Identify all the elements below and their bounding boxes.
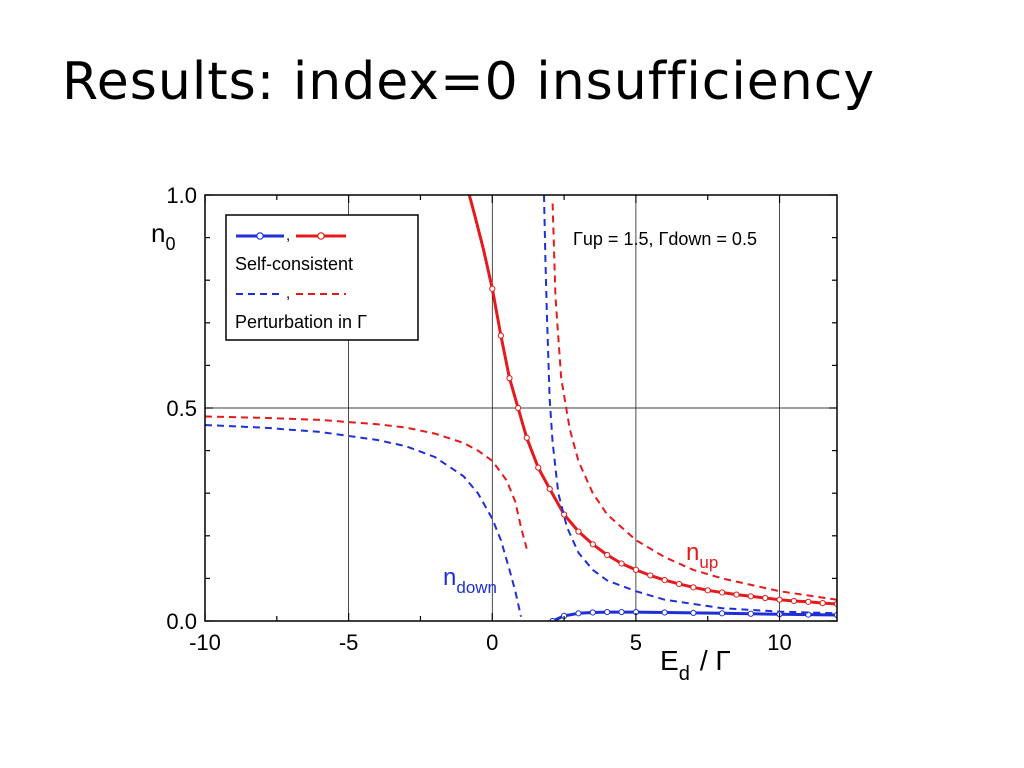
series-point-up: [661, 577, 668, 584]
legend-comma-1: ,: [286, 227, 290, 244]
series-point-up: [647, 572, 654, 579]
series-point-up: [546, 485, 553, 493]
series-line-up-dashed-3: [551, 203, 837, 601]
curve-label-up-sub: up: [699, 553, 718, 572]
series-point-down: [661, 609, 668, 616]
series-point-up: [489, 285, 496, 292]
legend-marker-self-up: [317, 232, 325, 240]
series-point-up: [618, 560, 625, 567]
series-point-up: [675, 580, 683, 588]
series-line-down-dashed-5: [543, 195, 837, 615]
series-point-up: [632, 566, 640, 573]
series-point-up: [497, 332, 504, 339]
series-point-up: [819, 600, 826, 607]
y-tick-label: 0.0: [166, 609, 197, 634]
y-tick-label: 1.0: [166, 183, 197, 208]
series-point-down: [589, 609, 596, 616]
series-line-up-dashed-2: [205, 415, 528, 549]
legend-label-self-consistent: Self-consistent: [235, 254, 353, 274]
y-tick-label: 0.5: [166, 396, 197, 421]
series-point-up: [690, 584, 697, 591]
series-point-up: [535, 464, 542, 471]
y-axis-label: n0: [151, 218, 175, 254]
legend-comma-2: ,: [286, 285, 290, 302]
ticks: [204, 194, 837, 622]
series-point-up: [733, 591, 740, 598]
legend-label-perturbation: Perturbation in Γ: [235, 312, 367, 332]
x-tick-label: 10: [767, 630, 791, 655]
series-point-down: [718, 610, 726, 617]
series-point-up: [776, 596, 783, 603]
x-tick-label: 5: [630, 630, 642, 655]
series-point-down: [618, 608, 625, 616]
series-point-down: [747, 610, 754, 617]
tick-labels: -10 -5 0 5 10 0.0 0.5 1.0: [166, 183, 791, 655]
legend-marker-self-down: [256, 232, 264, 240]
curve-label-down-sub: down: [456, 578, 497, 597]
x-axis-label-sub: d: [679, 663, 690, 685]
series-point-up: [589, 541, 596, 548]
curve-label-up: nup: [686, 539, 718, 572]
series-point-up: [575, 528, 582, 535]
x-tick-label: 0: [486, 630, 498, 655]
parameter-annotation: Γup = 1.5, Γdown = 0.5: [573, 229, 757, 249]
series-point-up: [805, 598, 812, 605]
series-point-down: [690, 609, 697, 617]
series-point-up: [790, 597, 798, 605]
series-point-up: [747, 593, 754, 600]
x-tick-label: -10: [189, 630, 221, 655]
series-line-down-dashed-4: [205, 424, 522, 617]
curve-label-down: ndown: [443, 564, 497, 597]
series-point-up: [506, 375, 513, 382]
series-layer: [205, 195, 837, 621]
x-tick-label: -5: [339, 630, 359, 655]
series-point-up: [523, 434, 530, 441]
y-axis-label-sub: 0: [165, 234, 175, 254]
slide-title: Results: index=0 insufficiency: [62, 52, 876, 112]
series-point-up: [604, 551, 611, 559]
legend: , Self-consistent , Perturbation in Γ: [225, 214, 419, 341]
series-point-up: [704, 587, 711, 594]
series-point-down: [604, 608, 611, 616]
series-point-up: [515, 404, 522, 412]
series-point-up: [762, 594, 769, 602]
series-point-down: [575, 610, 582, 617]
x-axis-label: Ed / Γ: [660, 645, 731, 685]
series-point-up: [718, 589, 726, 596]
